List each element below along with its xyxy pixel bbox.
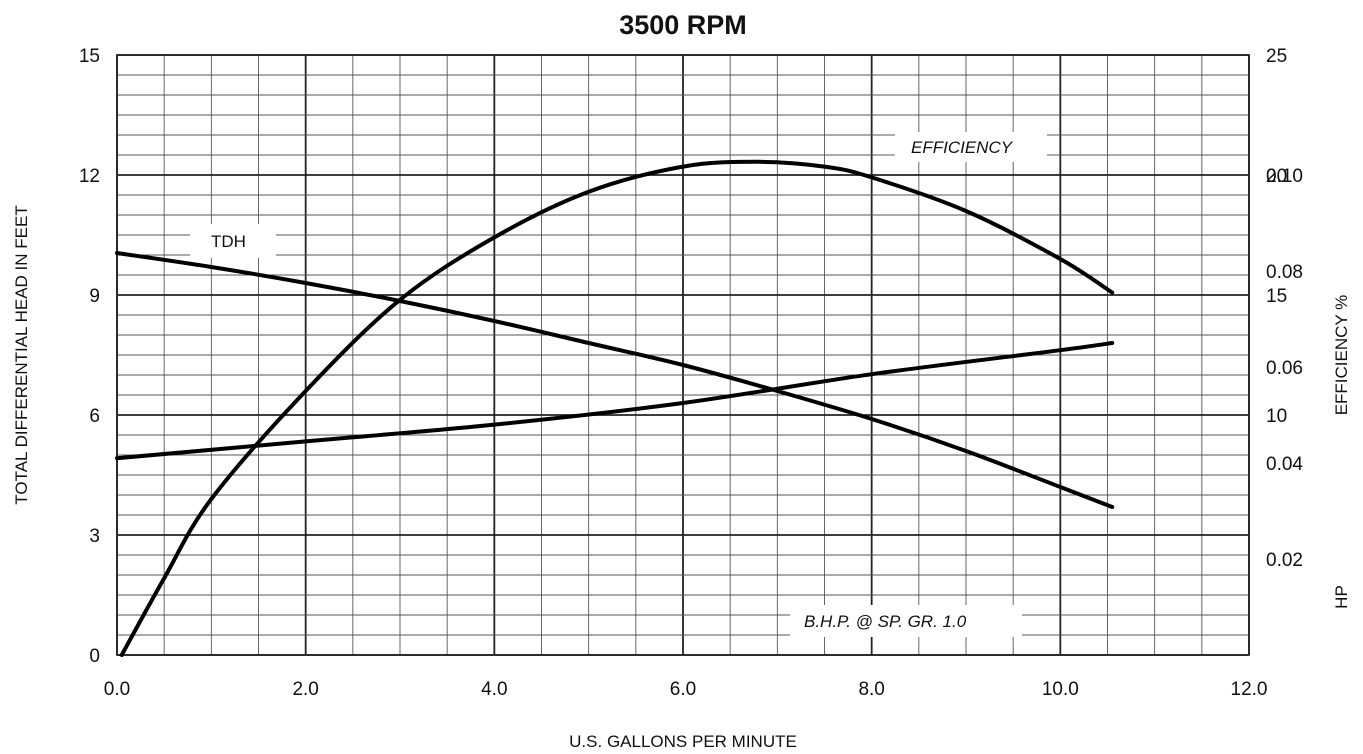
bhp-curve [115,341,1115,461]
efficiency-axis-ticks: 10 15 20 25 [1266,46,1287,427]
x-tick-label: 8.0 [858,679,884,700]
y-left-axis-ticks: 0 3 6 9 12 15 [79,46,100,667]
hp-tick-label: 0.04 [1266,454,1303,475]
hp-tick-label: 0.10 [1266,166,1303,187]
x-tick-label: 10.0 [1042,679,1079,700]
y-left-tick-label: 15 [79,46,100,67]
x-tick-label: 4.0 [481,679,507,700]
y-left-tick-label: 6 [89,406,100,427]
tdh-label-background [190,224,276,258]
y-right-hp-label: HP [1332,585,1351,609]
tdh-curve-label: TDH [211,232,246,251]
x-tick-label: 0.0 [104,679,130,700]
tdh-curve [115,251,1115,509]
x-tick-label: 2.0 [292,679,318,700]
hp-tick-label: 0.02 [1266,550,1303,571]
plot-frame [116,54,1250,656]
hp-tick-label: 0.08 [1266,262,1303,283]
y-left-tick-label: 0 [89,646,100,667]
y-left-tick-label: 3 [89,526,100,547]
bhp-curve-label: B.H.P. @ SP. GR. 1.0 [804,612,967,631]
grid [116,54,1250,656]
y-left-tick-label: 12 [79,166,100,187]
efficiency-tick-label: 25 [1266,46,1287,67]
efficiency-curve [119,159,1115,657]
hp-tick-label: 0.06 [1266,358,1303,379]
efficiency-tick-label: 10 [1266,406,1287,427]
efficiency-curve-label: EFFICIENCY [911,138,1014,157]
efficiency-label-background [895,132,1047,162]
y-left-tick-label: 9 [89,286,100,307]
series-lines [115,159,1115,657]
chart-title: 3500 RPM [619,10,747,40]
efficiency-tick-label: 15 [1266,286,1287,307]
x-tick-label: 12.0 [1231,679,1268,700]
hp-axis-ticks: 0.02 0.04 0.06 0.08 0.10 [1266,166,1303,571]
x-tick-label: 6.0 [670,679,696,700]
x-axis-ticks: 0.0 2.0 4.0 6.0 8.0 10.0 12.0 [104,679,1268,700]
bhp-label-background [790,605,1022,637]
y-left-axis-label: TOTAL DIFFERENTIAL HEAD IN FEET [12,205,31,504]
x-axis-label: U.S. GALLONS PER MINUTE [569,732,797,751]
y-right-efficiency-label: EFFICIENCY % [1332,295,1351,416]
efficiency-tick-label: 20 [1266,166,1287,187]
